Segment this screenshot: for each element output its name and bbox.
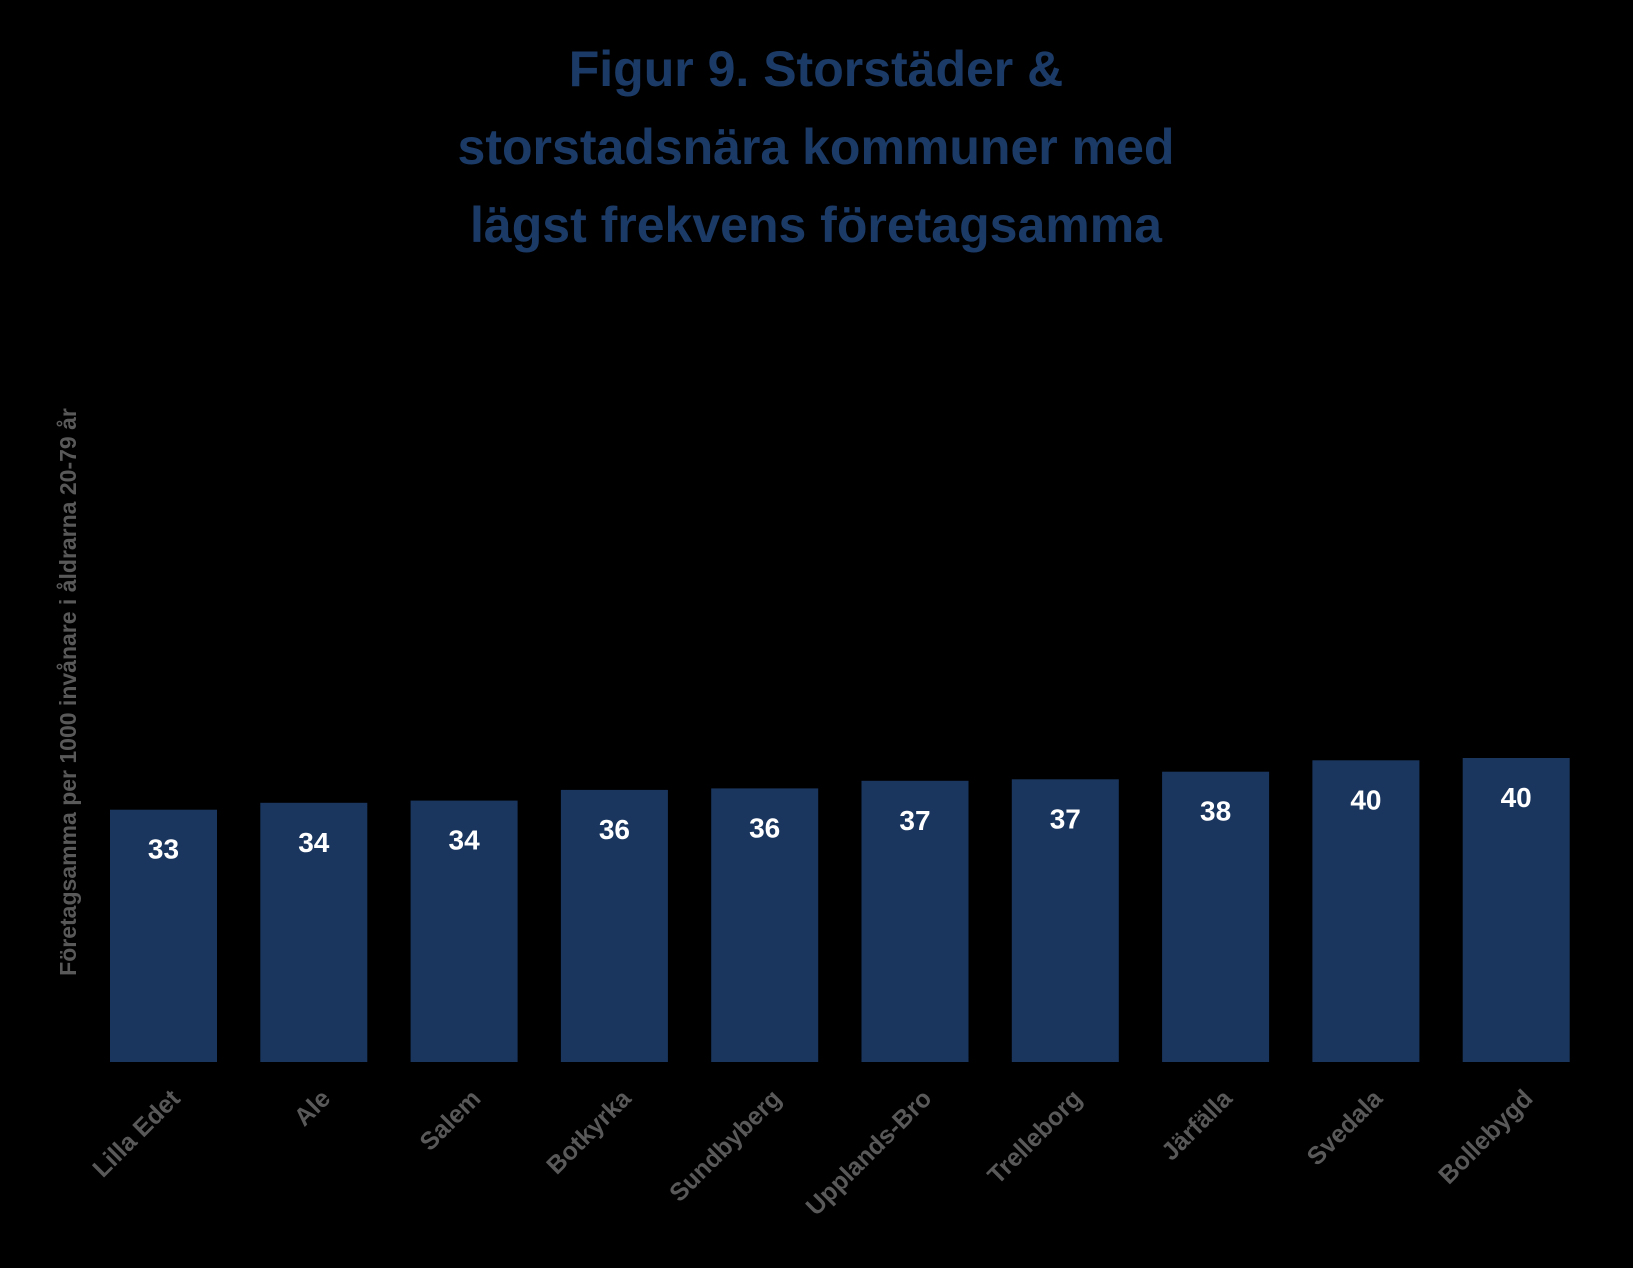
y-axis-label-text: Företagsamma per 1000 invånare i åldrarn… bbox=[55, 408, 81, 976]
bar bbox=[260, 802, 368, 1062]
bar bbox=[1312, 760, 1420, 1062]
y-axis-label: Företagsamma per 1000 invånare i åldrarn… bbox=[55, 408, 81, 976]
chart-title: Figur 9. Storstäder & storstadsnära kommu… bbox=[458, 41, 1175, 253]
chart-title-line: storstadsnära kommuner med bbox=[458, 119, 1175, 175]
bar-data-label: 33 bbox=[148, 834, 179, 865]
bar-data-label: 37 bbox=[899, 805, 930, 836]
data-labels: 33 34 34 36 36 37 37 38 40 40 bbox=[148, 782, 1532, 865]
bar-data-label: 37 bbox=[1050, 803, 1081, 834]
bar-data-label: 40 bbox=[1350, 784, 1381, 815]
bar bbox=[410, 800, 518, 1062]
bar bbox=[861, 780, 969, 1062]
bar bbox=[1011, 779, 1119, 1062]
bar-data-label: 38 bbox=[1200, 796, 1231, 827]
bar bbox=[711, 788, 819, 1062]
bar-data-label: 36 bbox=[599, 814, 630, 845]
bar bbox=[1162, 771, 1270, 1062]
chart-title-line: lägst frekvens företagsamma bbox=[470, 197, 1163, 253]
bar bbox=[1462, 758, 1570, 1062]
bars bbox=[110, 758, 1570, 1062]
bar-data-label: 40 bbox=[1501, 782, 1532, 813]
bar-data-label: 34 bbox=[449, 825, 481, 856]
bar-data-label: 36 bbox=[749, 812, 780, 843]
bar-data-label: 34 bbox=[298, 827, 330, 858]
chart-title-line: Figur 9. Storstäder & bbox=[569, 41, 1064, 97]
bar bbox=[560, 789, 668, 1062]
bar bbox=[110, 809, 217, 1062]
